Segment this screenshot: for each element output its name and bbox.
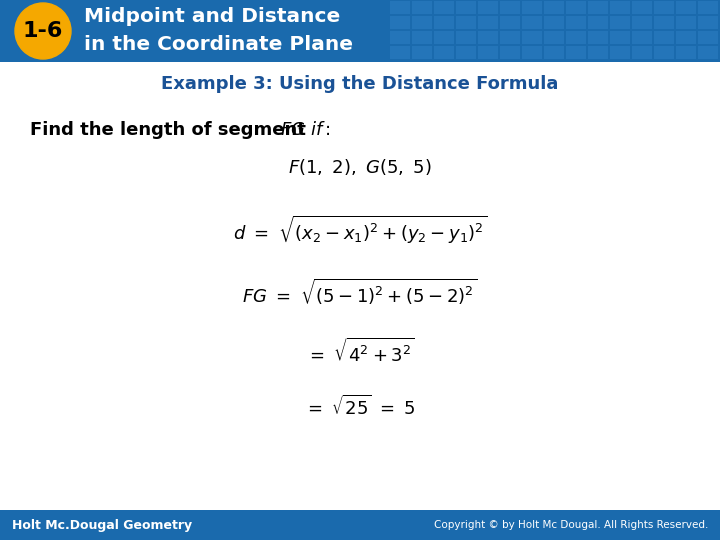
Bar xyxy=(434,46,454,59)
Bar xyxy=(610,46,630,59)
Bar xyxy=(566,1,586,14)
Bar xyxy=(632,46,652,59)
Bar xyxy=(676,46,696,59)
Bar xyxy=(522,46,542,59)
Bar xyxy=(588,46,608,59)
Bar xyxy=(654,16,674,29)
Bar xyxy=(544,31,564,44)
Bar xyxy=(632,16,652,29)
Text: $F(1,\ 2),\ G(5,\ 5)$: $F(1,\ 2),\ G(5,\ 5)$ xyxy=(288,157,432,177)
Bar xyxy=(500,46,520,59)
Bar xyxy=(544,1,564,14)
Bar xyxy=(434,16,454,29)
Bar xyxy=(676,1,696,14)
Bar xyxy=(434,31,454,44)
Bar xyxy=(478,1,498,14)
Text: $d\ =\ \sqrt{(x_2-x_1)^2+(y_2-y_1)^2}$: $d\ =\ \sqrt{(x_2-x_1)^2+(y_2-y_1)^2}$ xyxy=(233,214,487,246)
Bar xyxy=(632,1,652,14)
Text: $\mathit{FG}\ \mathit{if:}$: $\mathit{FG}\ \mathit{if:}$ xyxy=(280,121,331,139)
Bar xyxy=(654,46,674,59)
Bar xyxy=(566,46,586,59)
Bar xyxy=(698,31,718,44)
Text: Find the length of segment: Find the length of segment xyxy=(30,121,312,139)
Bar xyxy=(434,1,454,14)
Text: Midpoint and Distance: Midpoint and Distance xyxy=(84,8,341,26)
Bar xyxy=(654,1,674,14)
Bar xyxy=(676,16,696,29)
Bar xyxy=(500,31,520,44)
Text: $FG\ =\ \sqrt{(5-1)^2+(5-2)^2}$: $FG\ =\ \sqrt{(5-1)^2+(5-2)^2}$ xyxy=(242,277,478,307)
Bar xyxy=(522,31,542,44)
Bar xyxy=(522,16,542,29)
Bar xyxy=(632,31,652,44)
Bar xyxy=(654,31,674,44)
Bar xyxy=(478,31,498,44)
Bar xyxy=(500,1,520,14)
Bar xyxy=(412,46,432,59)
Bar xyxy=(390,31,410,44)
Bar xyxy=(456,31,476,44)
Bar xyxy=(610,31,630,44)
Bar xyxy=(610,1,630,14)
Bar xyxy=(698,1,718,14)
Bar xyxy=(456,1,476,14)
Text: $=\ \sqrt{25}\ =\ 5$: $=\ \sqrt{25}\ =\ 5$ xyxy=(305,395,415,419)
Bar xyxy=(456,16,476,29)
Bar xyxy=(412,16,432,29)
Text: Holt Mc.Dougal Geometry: Holt Mc.Dougal Geometry xyxy=(12,518,192,531)
Bar xyxy=(522,1,542,14)
Circle shape xyxy=(15,3,71,59)
Bar xyxy=(478,16,498,29)
Text: 1-6: 1-6 xyxy=(23,21,63,41)
Bar xyxy=(500,16,520,29)
Bar xyxy=(412,1,432,14)
Bar xyxy=(698,46,718,59)
Bar xyxy=(390,1,410,14)
FancyBboxPatch shape xyxy=(0,510,720,540)
Bar xyxy=(544,46,564,59)
Bar xyxy=(390,16,410,29)
Text: $=\ \sqrt{4^2+3^2}$: $=\ \sqrt{4^2+3^2}$ xyxy=(305,338,415,366)
Bar xyxy=(478,46,498,59)
Bar xyxy=(390,46,410,59)
Bar xyxy=(698,16,718,29)
Bar xyxy=(588,31,608,44)
Bar xyxy=(676,31,696,44)
FancyBboxPatch shape xyxy=(0,0,720,62)
Bar xyxy=(456,46,476,59)
Bar xyxy=(566,16,586,29)
Text: Copyright © by Holt Mc Dougal. All Rights Reserved.: Copyright © by Holt Mc Dougal. All Right… xyxy=(433,520,708,530)
Bar xyxy=(412,31,432,44)
Bar xyxy=(544,16,564,29)
Bar xyxy=(588,16,608,29)
Bar xyxy=(588,1,608,14)
Bar xyxy=(566,31,586,44)
Text: in the Coordinate Plane: in the Coordinate Plane xyxy=(84,36,353,55)
Bar xyxy=(610,16,630,29)
Text: Example 3: Using the Distance Formula: Example 3: Using the Distance Formula xyxy=(161,75,559,93)
